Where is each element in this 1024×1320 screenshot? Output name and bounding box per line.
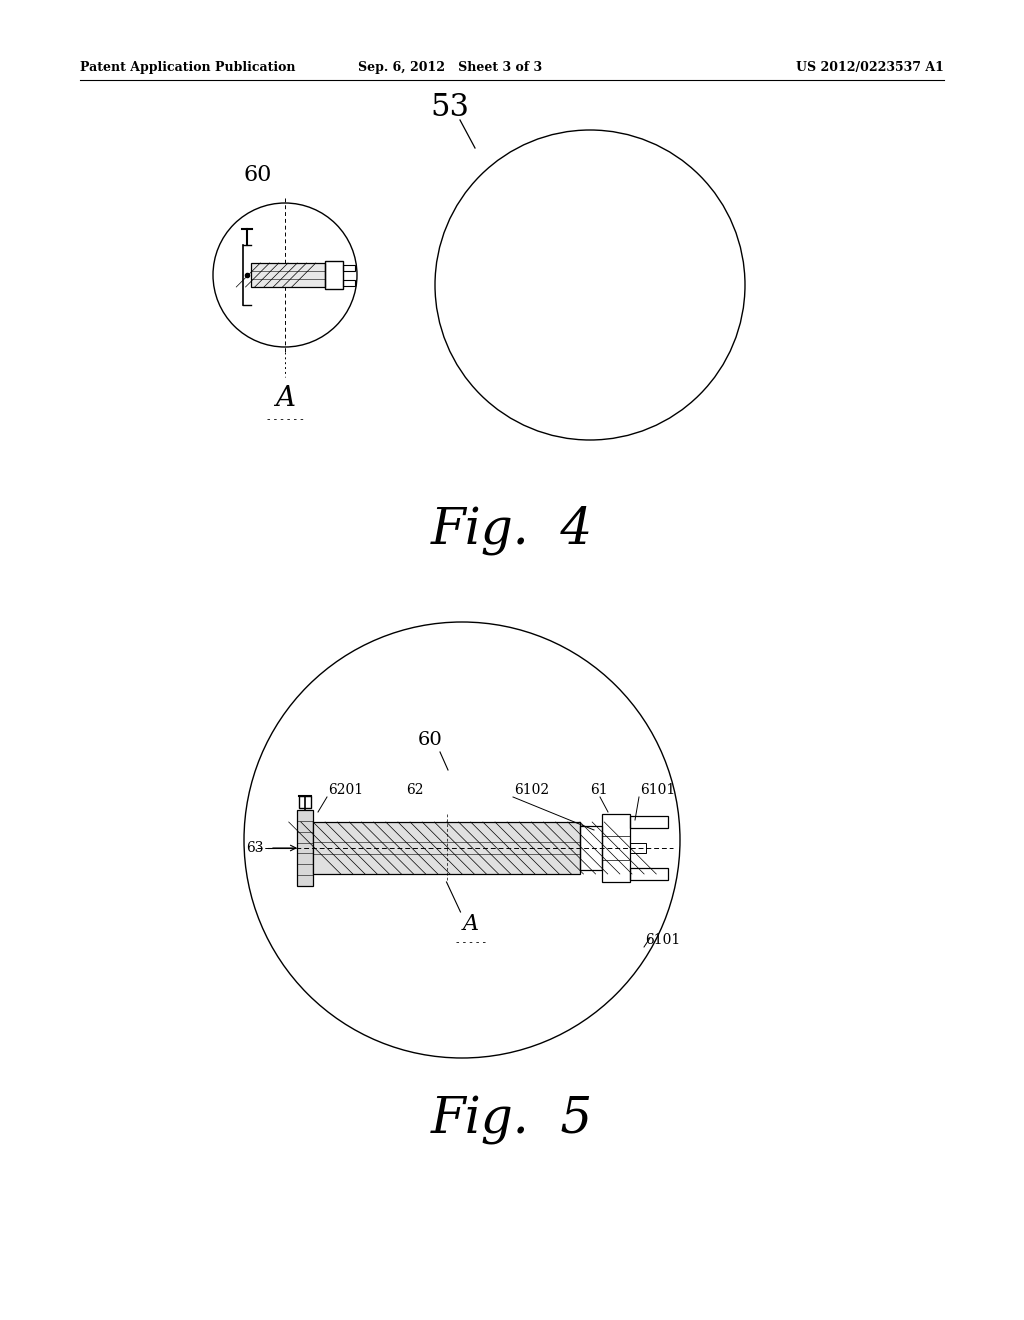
Text: Fig.  4: Fig. 4 — [431, 506, 593, 554]
Bar — [297, 810, 313, 886]
Text: A: A — [275, 385, 295, 412]
Bar — [630, 816, 668, 828]
Text: Patent Application Publication: Patent Application Publication — [80, 62, 296, 74]
Text: 6201: 6201 — [328, 783, 364, 797]
Bar — [313, 822, 580, 874]
Bar — [602, 814, 630, 882]
Bar — [580, 826, 602, 870]
Text: 60: 60 — [244, 164, 272, 186]
Text: Fig.  5: Fig. 5 — [431, 1096, 593, 1144]
Text: 6101: 6101 — [640, 783, 675, 797]
Bar — [630, 843, 646, 853]
Bar — [299, 796, 311, 808]
Text: 62: 62 — [407, 783, 424, 797]
Text: 61: 61 — [590, 783, 607, 797]
Bar — [325, 261, 343, 289]
Text: US 2012/0223537 A1: US 2012/0223537 A1 — [796, 62, 944, 74]
Text: - - - - - -: - - - - - - — [266, 414, 303, 424]
Text: - - - - -: - - - - - — [456, 937, 485, 946]
Text: 60: 60 — [418, 731, 442, 748]
Text: 53: 53 — [430, 92, 469, 124]
Bar — [343, 265, 355, 271]
Bar — [630, 869, 668, 880]
Bar — [313, 822, 580, 874]
Text: 6101: 6101 — [645, 933, 680, 946]
Text: 6102: 6102 — [514, 783, 549, 797]
Bar — [251, 263, 325, 286]
Text: Sep. 6, 2012   Sheet 3 of 3: Sep. 6, 2012 Sheet 3 of 3 — [358, 62, 542, 74]
Text: A: A — [463, 913, 478, 935]
Text: 63: 63 — [247, 841, 264, 855]
Bar — [343, 280, 355, 286]
